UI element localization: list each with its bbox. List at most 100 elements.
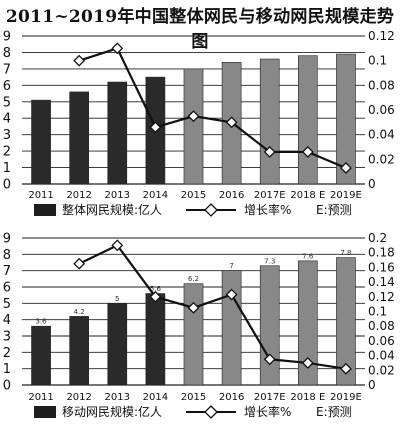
x-tick-label: 2014 [143, 190, 168, 201]
y2-tick-label: 0.04 [368, 349, 395, 363]
growth-rate-point [187, 110, 200, 123]
y-tick-label: 0 [3, 379, 11, 394]
y-tick-label: 9 [3, 30, 11, 45]
x-tick-label: 2017E [254, 392, 286, 403]
y-tick-label: 1 [3, 161, 11, 176]
y-tick-label: 4 [3, 313, 11, 328]
bar-value-label: 4.2 [74, 308, 85, 316]
y2-tick-label: 0.16 [368, 260, 395, 274]
growth-rate-point [263, 353, 276, 366]
y2-tick-label: 0.08 [368, 78, 395, 92]
y-tick-label: 3 [3, 330, 11, 345]
bar [107, 303, 128, 386]
x-tick-label: 2011 [28, 392, 53, 403]
y2-tick-label: 0.2 [368, 231, 387, 245]
bar [221, 270, 242, 386]
legend-bar-label: 移动网民规模:亿人 [62, 404, 162, 419]
x-tick-label: 2017E [254, 190, 286, 201]
bar [298, 55, 318, 185]
bar [69, 316, 89, 386]
y2-tick-label: 0.02 [368, 363, 395, 377]
y-tick-label: 3 [3, 128, 11, 143]
bar-value-label: 7.3 [264, 257, 275, 265]
growth-rate-point [340, 362, 352, 375]
legend-bar-swatch [34, 406, 56, 418]
bar [259, 58, 280, 185]
y-tick-label: 8 [3, 248, 11, 263]
y2-tick-label: 0.06 [368, 334, 395, 348]
y2-tick-label: 0.1 [368, 305, 387, 319]
mobile-netizen-chart: 012345678900.020.040.060.080.10.120.140.… [3, 231, 395, 419]
growth-rate-point [149, 290, 162, 303]
page-title: 2011~2019年中国整体网民与移动网民规模走势图 [5, 7, 395, 52]
growth-rate-point [73, 257, 86, 270]
y-tick-label: 0 [3, 178, 11, 193]
y2-tick-label: 0.08 [368, 319, 395, 333]
growth-rate-point [301, 357, 314, 369]
x-tick-label: 2018 E [290, 190, 325, 201]
growth-rate-line [78, 243, 347, 370]
bar [31, 325, 51, 386]
x-tick-label: 2013 [105, 392, 130, 403]
y-tick-label: 9 [3, 232, 11, 247]
bar-value-label: 6.2 [188, 275, 199, 283]
y2-tick-label: 0.06 [368, 103, 395, 117]
x-tick-label: 2019E [330, 392, 362, 403]
y2-tick-label: 0.14 [368, 275, 395, 289]
x-tick-label: 2015 [181, 392, 206, 403]
x-tick-label: 2018 E [290, 392, 325, 403]
legend-forecast-note: E:预测 [316, 405, 352, 419]
bar [298, 260, 318, 386]
bar-value-label: 3.6 [35, 318, 47, 326]
legend-growth-label: 增长率% [244, 202, 291, 217]
bar [259, 265, 280, 386]
bar [183, 68, 204, 185]
y-tick-label: 1 [3, 362, 11, 377]
growth-rate-point [225, 288, 238, 301]
bar [69, 91, 89, 185]
growth-rate-line [78, 46, 347, 169]
y-tick-label: 2 [3, 145, 11, 160]
y-tick-label: 6 [3, 281, 11, 296]
x-tick-label: 2016 [219, 392, 244, 403]
y-tick-label: 4 [3, 112, 11, 127]
legend-bar-swatch [34, 204, 56, 216]
bar [183, 283, 204, 386]
x-tick-label: 2013 [105, 190, 130, 201]
x-tick-label: 2012 [66, 392, 91, 403]
growth-rate-point [187, 301, 200, 314]
bar-value-label: 7 [229, 262, 233, 270]
y2-tick-label: 0 [368, 177, 376, 191]
legend-diamond-icon [204, 405, 218, 419]
y-tick-label: 6 [3, 79, 11, 94]
legend-diamond-icon [204, 203, 218, 217]
y2-tick-label: 0.02 [368, 152, 395, 166]
growth-rate-point [301, 146, 314, 158]
bar [336, 257, 356, 386]
growth-rate-point [263, 146, 276, 158]
growth-rate-point [111, 42, 124, 55]
bar [145, 293, 166, 386]
growth-rate-point [225, 116, 238, 129]
y2-tick-label: 0 [368, 378, 376, 392]
x-tick-label: 2016 [219, 190, 244, 201]
y2-tick-label: 0.12 [368, 29, 395, 43]
growth-rate-point [149, 121, 162, 134]
bar-value-label: 5 [115, 295, 119, 303]
x-tick-label: 2012 [66, 190, 91, 201]
legend-growth-label: 增长率% [244, 404, 291, 419]
bar-value-label: 5.6 [150, 285, 162, 293]
legend-forecast-note: E:预测 [316, 203, 352, 217]
legend-bar-label: 整体网民规模:亿人 [62, 202, 162, 217]
bar-value-label: 7.6 [302, 252, 314, 260]
x-tick-label: 2011 [28, 190, 53, 201]
growth-rate-point [111, 239, 124, 252]
y-tick-label: 8 [3, 46, 11, 61]
y-tick-label: 2 [3, 346, 11, 361]
y2-tick-label: 0.1 [368, 54, 387, 68]
y-tick-label: 7 [3, 264, 11, 279]
y2-tick-label: 0.04 [368, 128, 395, 142]
growth-rate-point [340, 162, 352, 174]
x-tick-label: 2014 [143, 392, 168, 403]
x-tick-label: 2019E [330, 190, 362, 201]
